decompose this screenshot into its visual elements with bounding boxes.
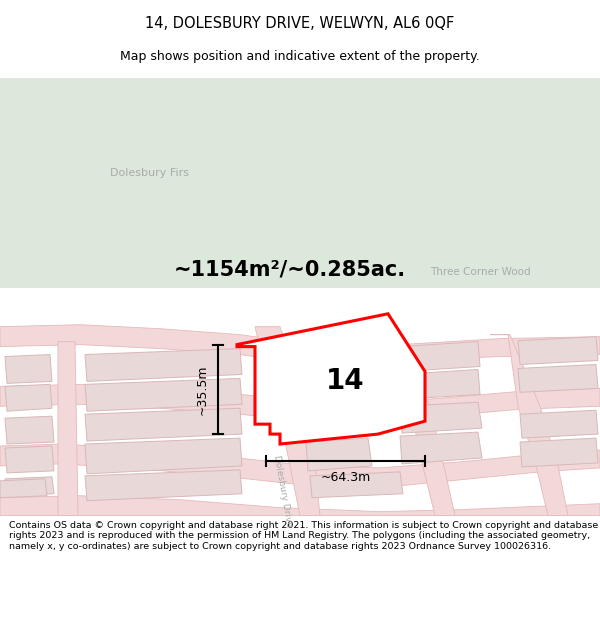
Polygon shape xyxy=(400,342,480,371)
Polygon shape xyxy=(520,410,598,438)
Polygon shape xyxy=(5,446,54,473)
Polygon shape xyxy=(400,402,482,433)
Polygon shape xyxy=(306,376,370,406)
Text: Map shows position and indicative extent of the property.: Map shows position and indicative extent… xyxy=(120,50,480,62)
Polygon shape xyxy=(306,347,370,376)
Polygon shape xyxy=(400,432,482,464)
Polygon shape xyxy=(0,496,600,516)
Text: ~35.5m: ~35.5m xyxy=(196,364,209,414)
Text: 14, DOLESBURY DRIVE, WELWYN, AL6 0QF: 14, DOLESBURY DRIVE, WELWYN, AL6 0QF xyxy=(145,16,455,31)
Text: 14: 14 xyxy=(326,368,364,396)
Polygon shape xyxy=(0,444,600,488)
Bar xyxy=(0,78,600,288)
Polygon shape xyxy=(0,384,600,424)
Polygon shape xyxy=(85,378,242,411)
Polygon shape xyxy=(5,384,52,411)
Polygon shape xyxy=(85,470,242,501)
Polygon shape xyxy=(520,438,598,467)
Polygon shape xyxy=(85,408,242,441)
Polygon shape xyxy=(0,479,47,498)
Polygon shape xyxy=(310,472,403,498)
Text: ~1154m²/~0.285ac.: ~1154m²/~0.285ac. xyxy=(174,259,406,279)
Text: Contains OS data © Crown copyright and database right 2021. This information is : Contains OS data © Crown copyright and d… xyxy=(9,521,598,551)
Polygon shape xyxy=(5,354,52,383)
Polygon shape xyxy=(85,438,242,474)
Text: Dolesbury Drive: Dolesbury Drive xyxy=(272,454,294,528)
Polygon shape xyxy=(518,337,598,364)
Text: Dolesbury Firs: Dolesbury Firs xyxy=(110,168,190,177)
Polygon shape xyxy=(255,327,320,516)
Polygon shape xyxy=(400,369,480,399)
Polygon shape xyxy=(0,325,600,364)
Polygon shape xyxy=(85,349,242,381)
Text: Three Corner Wood: Three Corner Wood xyxy=(430,267,530,277)
Polygon shape xyxy=(58,342,78,516)
Polygon shape xyxy=(306,438,372,471)
Polygon shape xyxy=(490,334,568,516)
Polygon shape xyxy=(518,364,598,392)
Polygon shape xyxy=(237,314,425,444)
Polygon shape xyxy=(306,406,372,438)
Polygon shape xyxy=(5,416,54,444)
Text: ~64.3m: ~64.3m xyxy=(320,471,371,484)
Polygon shape xyxy=(373,339,455,516)
Polygon shape xyxy=(5,477,54,496)
